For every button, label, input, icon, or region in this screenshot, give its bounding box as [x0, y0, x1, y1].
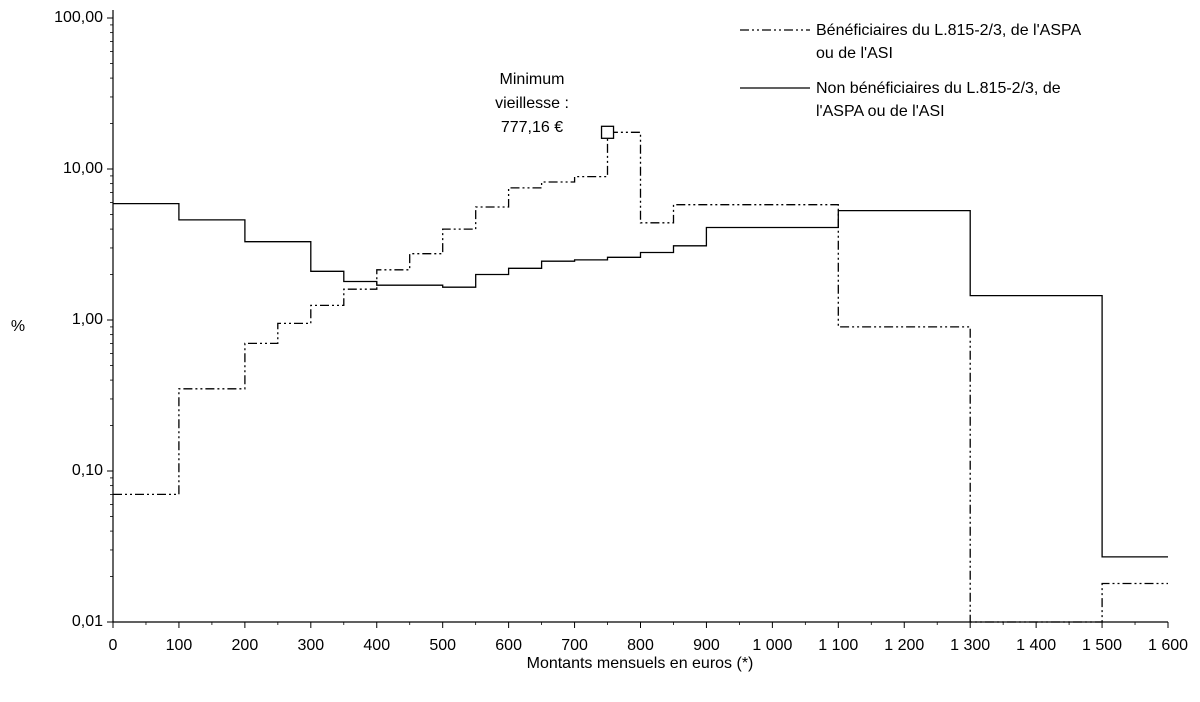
- x-ticks: 0 100 200 300 400 500 600 700 800 900 1 000 1 100 1 …: [109, 622, 1188, 654]
- x-tick-label: 300: [297, 637, 324, 654]
- x-tick-label: 600: [495, 637, 522, 654]
- y-tick-label: 0,01: [72, 613, 103, 630]
- y-tick-label: 100,00: [54, 9, 103, 26]
- y-axis: 0,01 0,10 1,00 10,00 100,00 %: [11, 9, 114, 630]
- x-tick-label: 1 300: [950, 637, 990, 654]
- x-axis-label: Montants mensuels en euros (*): [527, 655, 754, 672]
- y-tick-label: 10,00: [63, 160, 103, 177]
- x-tick-label: 1 500: [1082, 637, 1122, 654]
- legend-label-2: Non bénéficiaires du L.815-2/3, de l'ASPA…: [816, 80, 1061, 120]
- y-tick-label: 0,10: [72, 462, 103, 479]
- x-tick-label: 200: [232, 637, 259, 654]
- x-tick-label: 500: [429, 637, 456, 654]
- series-layer: [113, 131, 1168, 623]
- x-tick-label: 700: [561, 637, 588, 654]
- x-tick-label: 100: [166, 637, 193, 654]
- x-axis: 0 100 200 300 400 500 600 700 800 900 1 000 1 100 1 …: [109, 621, 1188, 672]
- x-tick-label: 1 100: [818, 637, 858, 654]
- y-axis-label: %: [11, 318, 25, 335]
- legend: Bénéficiaires du L.815-2/3, de l'ASPA ou …: [740, 22, 1081, 120]
- series-line-2: [113, 202, 1168, 558]
- x-tick-label: 800: [627, 637, 654, 654]
- y-ticks: 0,01 0,10 1,00 10,00 100,00: [54, 9, 113, 630]
- series-line-1: [113, 131, 1168, 623]
- annotation-text: 777,16 €: [501, 119, 563, 136]
- x-tick-label: 1 600: [1148, 637, 1188, 654]
- legend-label-1: Bénéficiaires du L.815-2/3, de l'ASPA ou …: [816, 22, 1081, 62]
- annotation-marker: [600, 125, 615, 139]
- y-tick-label: 1,00: [72, 311, 103, 328]
- annotation: Minimum vieillesse : 777,16 €: [495, 71, 615, 139]
- x-tick-label: 0: [109, 637, 118, 654]
- x-tick-label: 400: [363, 637, 390, 654]
- x-tick-label: 1 000: [752, 637, 792, 654]
- annotation-text: vieillesse :: [495, 95, 569, 112]
- x-tick-label: 1 200: [884, 637, 924, 654]
- annotation-text: Minimum: [500, 71, 565, 88]
- x-tick-label: 1 400: [1016, 637, 1056, 654]
- x-tick-label: 900: [693, 637, 720, 654]
